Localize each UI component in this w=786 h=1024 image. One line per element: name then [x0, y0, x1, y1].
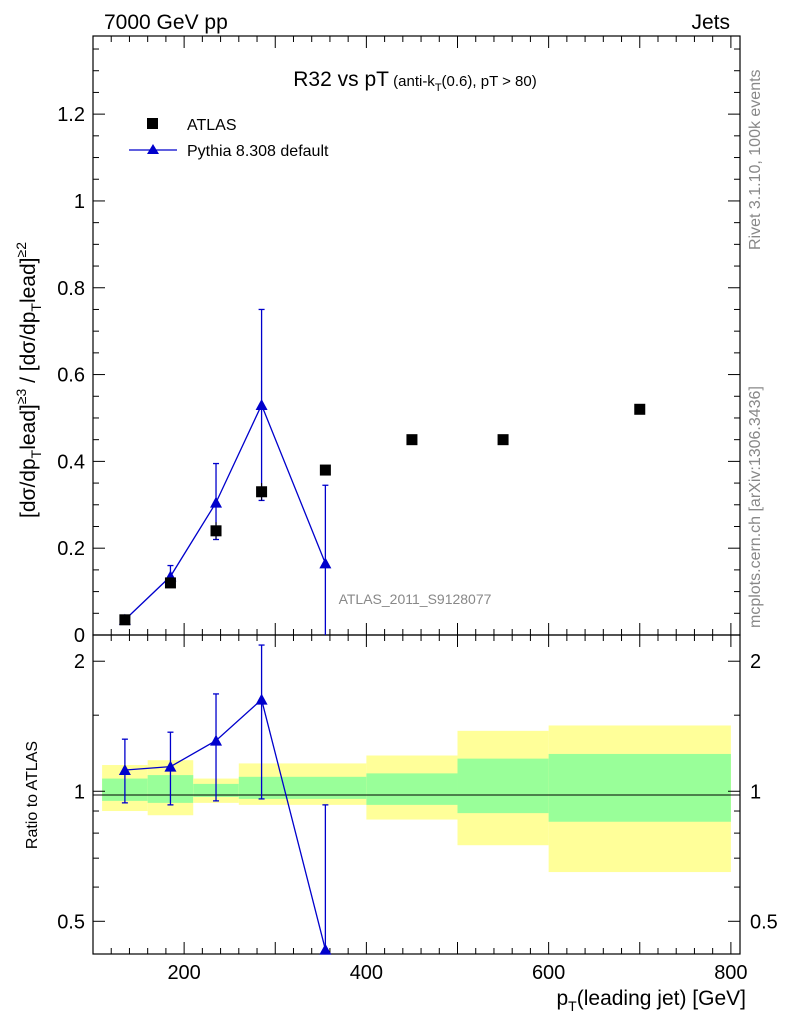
- main-ytick-label: 0.6: [57, 365, 85, 387]
- data-marker: [210, 525, 222, 537]
- data-marker: [497, 434, 509, 446]
- main-ytick-label: 1.2: [57, 104, 85, 126]
- mc-main-marker: [210, 496, 223, 508]
- ratio-ytick-label: 1: [74, 781, 85, 803]
- data-marker: [319, 464, 331, 476]
- ratio-frame: [92, 634, 741, 955]
- legend-pythia-marker: [147, 144, 159, 154]
- data-marker: [634, 403, 646, 415]
- axis-ticks: 0 0.2 0.4 0.6 0.8 1 1.2 200 400 600 800 0.5 0.5 1 1 2 2: [57, 36, 778, 984]
- xlabel: pT(leading jet) [GeV]: [556, 987, 746, 1014]
- mc-ratio-marker: [118, 763, 131, 775]
- legend-atlas-label: ATLAS: [187, 117, 237, 134]
- data-marker: [256, 486, 268, 498]
- header-left: 7000 GeV pp: [104, 11, 228, 34]
- ratio-ytick-label: 2: [74, 651, 85, 673]
- data-series-main: [119, 403, 646, 626]
- mc-series-main: [118, 308, 332, 635]
- xtick-label: 800: [714, 962, 747, 984]
- band-inner-6: [548, 753, 731, 822]
- legend-pythia-label: Pythia 8.308 default: [187, 143, 329, 160]
- svg-text:[dσ/dpTlead]≥3 / [dσ/dpTlead]≥: [dσ/dpTlead]≥3 / [dσ/dpTlead]≥2: [13, 242, 44, 518]
- mc-main-marker: [255, 398, 268, 410]
- data-marker: [119, 614, 131, 626]
- main-ytick-label: 0.4: [57, 451, 85, 473]
- mc-main-marker: [319, 557, 332, 569]
- mc-ratio-marker: [255, 693, 268, 705]
- mc-ratio-marker: [319, 943, 332, 955]
- main-ytick-label: 0.2: [57, 538, 85, 560]
- main-ylabel: [dσ/dpTlead]≥3 / [dσ/dpTlead]≥2: [13, 242, 44, 518]
- mc-series-ratio: [118, 644, 332, 955]
- mcplots-note: mcplots.cern.ch [arXiv:1306.3436]: [747, 386, 764, 628]
- mc-ratio-marker: [164, 760, 177, 772]
- legend-atlas-marker: [147, 118, 158, 129]
- ratio-ytick-label: 0.5: [57, 911, 85, 933]
- legend: ATLAS Pythia 8.308 default: [129, 117, 329, 160]
- ratio-ytick-label-right: 2: [750, 651, 761, 673]
- xtick-label: 400: [350, 962, 383, 984]
- data-marker: [406, 434, 418, 446]
- mc-ratio-marker: [210, 734, 223, 746]
- band-inner-4: [366, 773, 458, 805]
- mc-main-line: [124, 403, 326, 621]
- main-ytick-label: 1: [74, 191, 85, 213]
- analysis-label: ATLAS_2011_S9128077: [339, 591, 492, 607]
- band-inner-5: [457, 758, 549, 814]
- rivet-note: Rivet 3.1.10, 100k events: [747, 69, 764, 250]
- uncertainty-bands: [102, 725, 731, 873]
- svg-text:pT(leading jet) [GeV]: pT(leading jet) [GeV]: [556, 987, 746, 1014]
- xtick-label: 200: [167, 962, 200, 984]
- data-marker: [164, 577, 176, 589]
- band-inner-3: [238, 776, 367, 799]
- main-ytick-label: 0.8: [57, 278, 85, 300]
- ratio-ylabel: Ratio to ATLAS: [24, 741, 41, 849]
- main-ytick-label: 0: [74, 625, 85, 647]
- ratio-ytick-label-right: 0.5: [750, 911, 778, 933]
- main-title: R32 vs pT (anti-kT(0.6), pT > 80): [293, 68, 536, 94]
- header-right: Jets: [691, 11, 730, 34]
- xtick-label: 600: [532, 962, 565, 984]
- ratio-ytick-label-right: 1: [750, 781, 761, 803]
- mc-ratio-line: [124, 698, 327, 950]
